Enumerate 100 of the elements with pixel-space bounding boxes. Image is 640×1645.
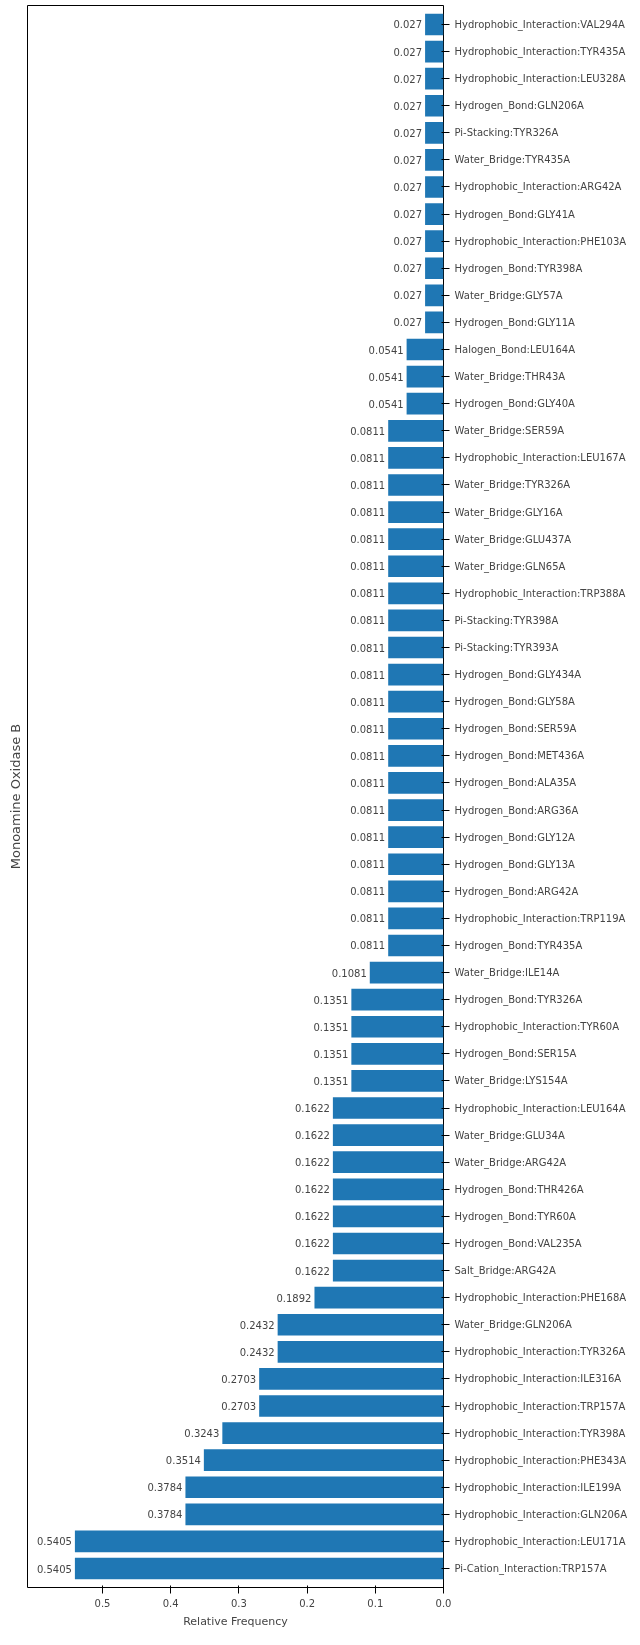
bar	[388, 826, 444, 848]
data-label: 0.0811	[350, 913, 386, 925]
y-tick-label: Water_Bridge:TYR435A	[454, 154, 571, 167]
bar	[388, 528, 444, 550]
bar	[388, 690, 444, 713]
bar	[259, 1368, 444, 1390]
y-tick-label: Hydrophobic_Interaction:LEU328A	[454, 73, 626, 86]
y-tick-label: Hydrogen_Bond:TYR435A	[454, 939, 583, 952]
data-label: 0.027	[393, 100, 423, 112]
y-tick-label: Water_Bridge:THR43A	[454, 371, 566, 384]
data-label: 0.0541	[368, 344, 404, 356]
data-label: 0.0811	[350, 642, 386, 654]
y-tick-label: Hydrophobic_Interaction:PHE343A	[454, 1454, 627, 1467]
data-label: 0.5405	[36, 1563, 72, 1575]
text: Monoamine Oxidase B	[7, 723, 23, 870]
y-tick-label: Water_Bridge:GLU437A	[454, 533, 572, 546]
y-tick-label: Hydrogen_Bond:GLY434A	[454, 669, 582, 682]
data-label: 0.1351	[313, 1048, 349, 1060]
data-label: 0.0811	[350, 534, 386, 546]
x-tick-label: 0.3	[230, 1597, 247, 1609]
y-tick-label: Hydrogen_Bond:GLY11A	[454, 316, 575, 329]
y-tick-label: Hydrophobic_Interaction:TYR326A	[454, 1346, 626, 1359]
bar	[425, 203, 444, 225]
y-tick-label: Hydrogen_Bond:SER59A	[454, 723, 577, 736]
data-label: 0.0811	[350, 588, 386, 600]
data-label: 0.1622	[294, 1184, 330, 1196]
bar	[425, 94, 444, 117]
y-tick-label: Hydrophobic_Interaction:LEU164A	[454, 1102, 626, 1115]
bar	[74, 1530, 444, 1553]
bar	[388, 636, 444, 659]
data-label: 0.0541	[368, 398, 404, 410]
y-tick-label: Water_Bridge:ILE14A	[454, 967, 560, 980]
data-label: 0.3784	[147, 1482, 183, 1494]
data-label: 0.0811	[350, 886, 386, 898]
bar	[388, 772, 444, 794]
bar	[388, 880, 444, 903]
data-label: 0.0811	[350, 561, 386, 573]
data-label: 0.027	[393, 182, 423, 193]
bar	[351, 1015, 444, 1038]
data-label: 0.2703	[221, 1401, 257, 1412]
bar	[425, 13, 444, 36]
data-label: 0.027	[393, 73, 423, 85]
data-label: 0.1622	[294, 1103, 330, 1115]
data-label: 0.3514	[165, 1455, 201, 1467]
data-label: 0.0811	[350, 805, 386, 817]
data-label: 0.0811	[350, 723, 386, 735]
y-tick-label: Hydrogen_Bond:GLY58A	[454, 696, 575, 709]
bar	[332, 1259, 444, 1282]
bar	[406, 365, 444, 388]
data-label: 0.2432	[239, 1346, 275, 1358]
y-tick-label: Hydrophobic_Interaction:VAL294A	[454, 18, 626, 31]
y-tick-label: Water_Bridge:LYS154A	[454, 1075, 568, 1088]
bar	[406, 392, 444, 415]
data-label: 0.1351	[313, 1021, 349, 1033]
data-label: 0.1351	[313, 1075, 349, 1087]
x-tick-label: 0.0	[435, 1597, 452, 1609]
bar	[425, 121, 444, 144]
bar	[425, 311, 444, 334]
bar	[388, 934, 444, 957]
y-tick-label: Hydrogen_Bond:THR426A	[454, 1183, 584, 1196]
data-label: 0.1622	[294, 1130, 330, 1142]
data-label: 0.027	[393, 263, 423, 275]
bar	[388, 799, 444, 821]
y-tick-label: Hydrophobic_Interaction:LEU171A	[454, 1535, 626, 1548]
data-label: 0.0811	[350, 452, 386, 464]
data-label: 0.1892	[276, 1292, 312, 1304]
bar	[425, 284, 444, 307]
bar	[259, 1395, 444, 1417]
data-label: 0.027	[393, 317, 423, 329]
data-label: 0.027	[393, 209, 423, 221]
bar	[388, 447, 444, 469]
y-tick-label: Hydrogen_Bond:GLY13A	[454, 858, 575, 871]
bar	[388, 717, 444, 740]
bar	[203, 1449, 444, 1472]
data-label: 0.1622	[294, 1238, 330, 1250]
bar	[277, 1340, 444, 1363]
data-label: 0.5405	[36, 1536, 72, 1548]
data-label: 0.0811	[350, 940, 386, 952]
data-label: 0.0811	[350, 669, 386, 681]
bar	[388, 907, 444, 930]
bar	[332, 1205, 444, 1228]
y-tick-label: Hydrophobic_Interaction:TRP157A	[454, 1400, 626, 1413]
data-label: 0.1351	[313, 994, 349, 1006]
y-tick-label: Hydrophobic_Interaction:PHE103A	[454, 235, 627, 248]
y-tick-label: Hydrophobic_Interaction:ILE316A	[454, 1373, 622, 1386]
bar	[351, 988, 444, 1011]
bar	[332, 1151, 444, 1174]
y-tick-label: Halogen_Bond:LEU164A	[454, 344, 576, 357]
data-label: 0.0541	[368, 371, 404, 383]
y-tick-label: Pi-Stacking:TYR326A	[454, 127, 559, 139]
y-tick-label: Salt_Bridge:ARG42A	[454, 1265, 556, 1278]
data-label: 0.0811	[350, 479, 386, 491]
y-tick-label: Water_Bridge:GLU34A	[454, 1129, 565, 1142]
data-label: 0.0811	[350, 615, 386, 627]
bar	[74, 1557, 444, 1580]
y-tick-label: Hydrophobic_Interaction:TYR398A	[454, 1427, 626, 1440]
bar	[425, 67, 444, 90]
data-label: 0.2432	[239, 1319, 275, 1331]
data-label: 0.027	[393, 236, 423, 248]
data-label: 0.3243	[184, 1428, 220, 1440]
